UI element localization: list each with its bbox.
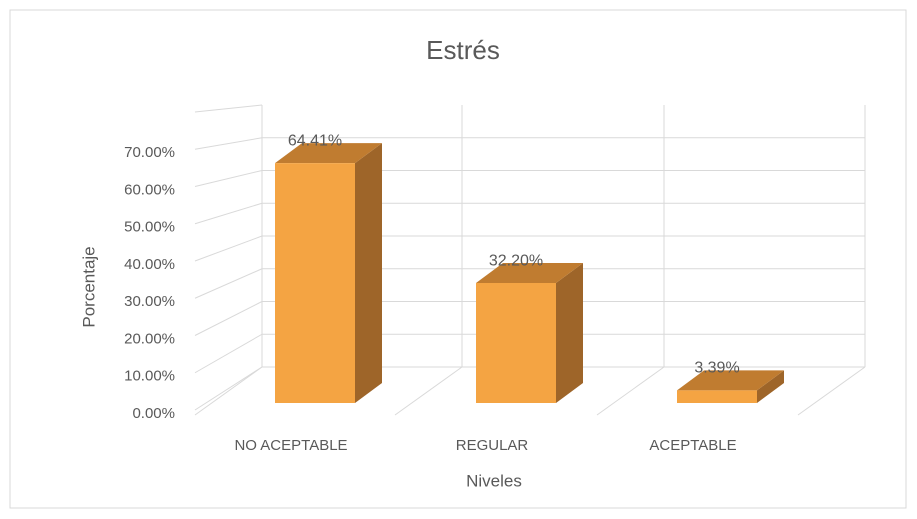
floor-line [394,366,463,416]
y-tick-label: 60.00% [124,181,175,198]
bar-side [757,370,784,403]
bar-front [476,283,556,403]
x-axis-title: Niveles [466,471,522,490]
bar [677,370,784,403]
x-tick-label: REGULAR [456,437,529,454]
bar-front [275,163,355,403]
y-axis-title: Porcentaje [79,246,98,327]
bar-side [355,143,382,403]
bar-top [677,370,784,391]
x-tick-label: NO ACEPTABLE [234,437,347,454]
wall-line [194,104,263,113]
data-label: 3.39% [694,360,739,377]
y-tick-label: 70.00% [124,144,175,161]
bar [275,143,382,403]
y-tick-label: 40.00% [124,256,175,273]
floor-line [596,366,665,416]
grid-line [194,268,263,299]
floor-line [194,366,263,416]
grid-line [194,202,263,225]
grid-line [194,333,263,374]
grid-line [194,235,263,262]
chart-border [9,9,907,509]
bar-top [275,143,382,164]
y-tick-label: 0.00% [132,405,175,422]
grid-line [194,137,263,150]
y-tick-label: 50.00% [124,219,175,236]
grid-line [194,366,263,411]
y-tick-label: 30.00% [124,293,175,310]
x-tick-label: ACEPTABLE [649,437,736,454]
chart-title: Estrés [426,35,500,65]
grid-line [194,170,263,187]
data-label: 32.20% [489,252,543,269]
y-tick-label: 20.00% [124,330,175,347]
bar [476,263,583,403]
bar-side [556,263,583,403]
bar-top [476,263,583,284]
y-tick-label: 10.00% [124,368,175,385]
floor-line [797,366,866,416]
grid-line [194,301,263,336]
bar-front [677,390,757,403]
data-label: 64.41% [288,132,342,149]
